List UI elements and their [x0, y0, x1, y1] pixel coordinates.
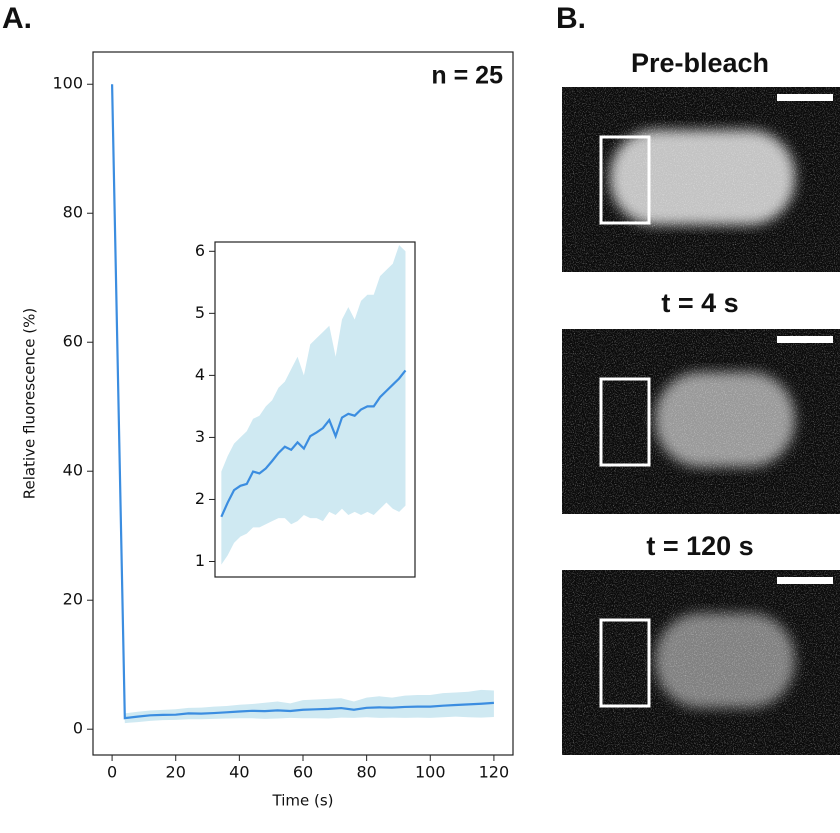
x-tick-label: 60 — [293, 763, 313, 782]
data-line — [220, 369, 407, 518]
image-title: Pre-bleach — [631, 48, 769, 78]
y-tick-label: 3 — [195, 427, 205, 446]
y-tick-label: 100 — [52, 74, 83, 93]
micrograph — [562, 329, 840, 514]
y-tick-label: 60 — [63, 332, 83, 351]
confidence-band — [221, 245, 406, 565]
y-tick-label: 4 — [195, 365, 205, 384]
panel-label: A. — [2, 2, 32, 35]
x-tick-label: 120 — [479, 763, 510, 782]
x-tick-label: 20 — [166, 763, 186, 782]
micrograph — [562, 570, 840, 755]
y-tick-label: 5 — [195, 303, 205, 322]
x-tick-label: 80 — [356, 763, 376, 782]
image-title: t = 4 s — [661, 288, 738, 318]
y-tick-label: 40 — [63, 461, 83, 480]
micrograph — [562, 87, 840, 272]
x-tick-label: 100 — [415, 763, 446, 782]
y-tick-label: 20 — [63, 590, 83, 609]
y-tick-label: 80 — [63, 203, 83, 222]
annotation: n = 25 — [431, 62, 503, 90]
y-axis-label: Relative fluorescence (%) — [21, 308, 39, 499]
y-tick-label: 2 — [195, 489, 205, 508]
y-tick-label: 0 — [73, 719, 83, 738]
data-line — [110, 84, 494, 720]
x-axis-label: Time (s) — [272, 792, 334, 810]
image-title: t = 120 s — [646, 531, 753, 561]
y-tick-label: 6 — [195, 241, 205, 260]
x-tick-label: 0 — [107, 763, 117, 782]
y-tick-label: 1 — [195, 551, 205, 570]
chart: 1 2 3 4 5 6 — [195, 241, 416, 578]
panel-label: B. — [556, 2, 586, 35]
x-tick-label: 40 — [229, 763, 249, 782]
